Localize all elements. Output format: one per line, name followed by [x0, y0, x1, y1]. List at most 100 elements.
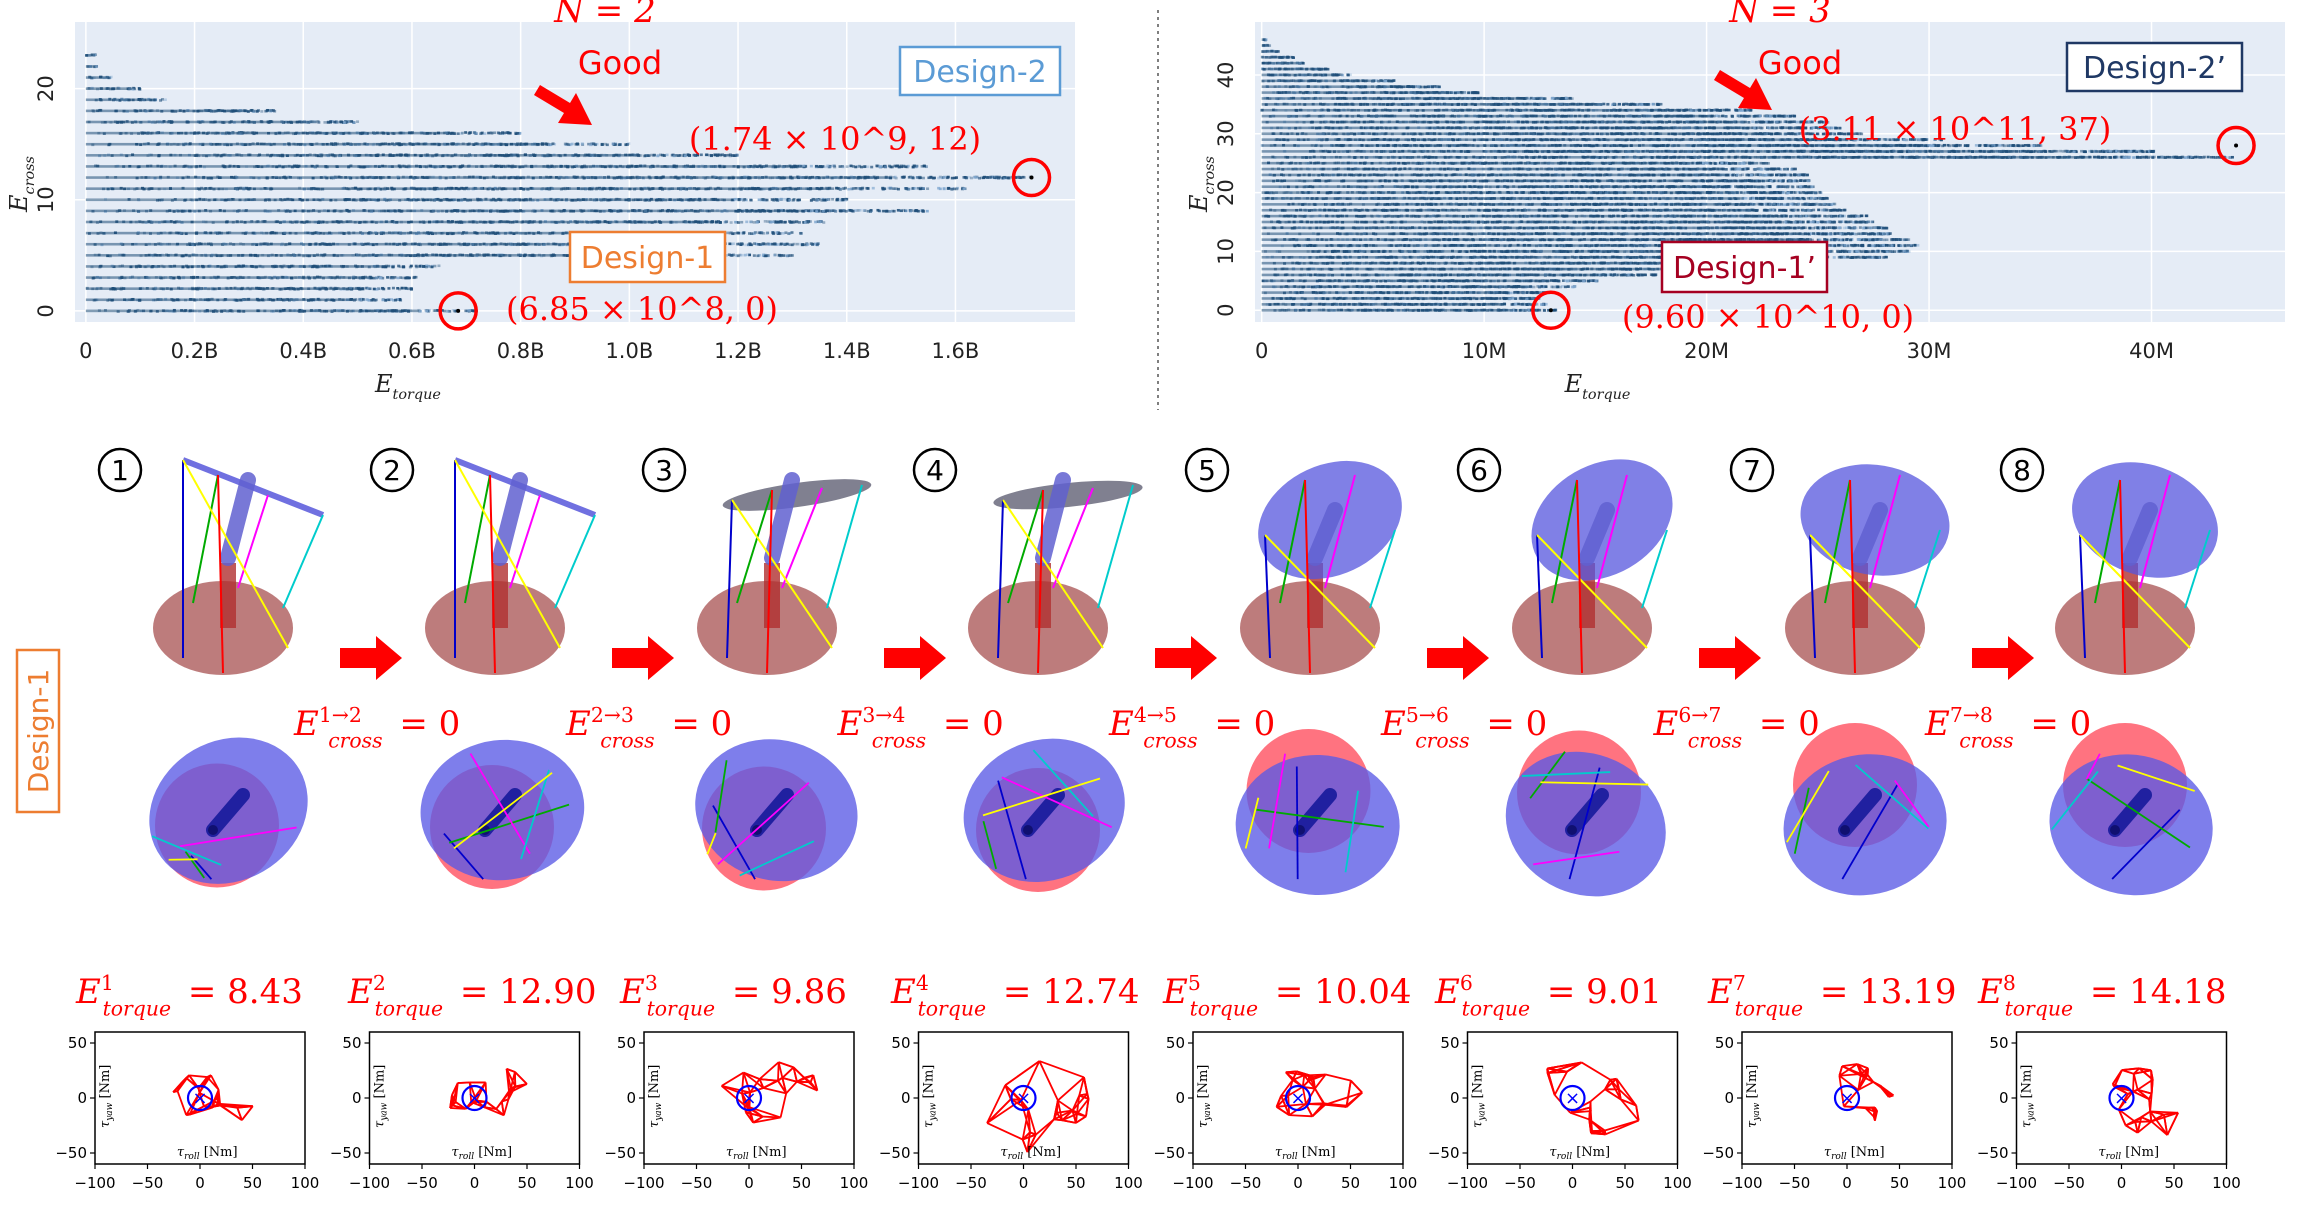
- scatter-point: [854, 209, 858, 212]
- x-tick-label: 1.6B: [932, 339, 980, 363]
- scatter-point: [407, 287, 411, 291]
- scatter-point: [592, 142, 596, 146]
- scatter-point: [724, 220, 728, 224]
- scatter-point: [740, 231, 744, 235]
- scatter-point: [950, 188, 954, 191]
- scatter-point: [755, 242, 759, 246]
- scatter-point: [973, 176, 977, 179]
- scatter-point: [379, 276, 383, 280]
- scatter-point: [742, 231, 746, 234]
- scatter-point: [889, 210, 893, 213]
- scatter-point: [921, 187, 925, 190]
- scatter-point: [788, 198, 792, 202]
- scatter-point: [854, 187, 858, 190]
- scatter-point: [748, 253, 752, 257]
- scatter-point: [808, 220, 812, 223]
- scatter-point: [950, 176, 954, 180]
- scatter-point: [732, 242, 736, 246]
- scatter-point: [827, 209, 831, 212]
- scatter-point: [787, 232, 791, 236]
- scatter-point: [811, 209, 815, 212]
- x-tick-label: 0.4B: [279, 339, 327, 363]
- scatter-point: [375, 287, 379, 291]
- scatter-point: [773, 253, 777, 257]
- scatter-point: [863, 165, 867, 168]
- scatter-point: [737, 242, 741, 246]
- scatter-point: [892, 209, 896, 213]
- scatter-point: [358, 298, 362, 301]
- scatter-point: [1021, 175, 1025, 179]
- scatter-band: [85, 231, 696, 235]
- scatter-point: [357, 297, 361, 301]
- scatter-point: [991, 175, 995, 179]
- scatter-point: [989, 175, 993, 179]
- scatter-point: [825, 209, 829, 213]
- scatter-point: [846, 209, 850, 212]
- scatter-point: [408, 265, 412, 269]
- scatter-point: [775, 198, 779, 201]
- scatter-point: [980, 176, 984, 180]
- scatter-point: [737, 221, 741, 224]
- scatter-band: [85, 220, 715, 224]
- scatter-point: [819, 220, 823, 223]
- scatter-point: [889, 186, 893, 190]
- scatter-point: [611, 142, 615, 146]
- scatter-points: [85, 53, 1033, 313]
- scatter-point: [835, 198, 839, 202]
- scatter-panel-1: 0 0.2B 0.4B 0.6B 0.8B 1.0B 1.2B 1.4B 1.6B01020Et…: [5, 0, 1075, 403]
- scatter-point: [618, 143, 622, 146]
- scatter-point: [818, 220, 822, 224]
- scatter-point: [723, 220, 727, 224]
- scatter-point: [665, 153, 669, 157]
- scatter-point: [842, 187, 846, 190]
- scatter-point: [730, 242, 734, 246]
- y-tick-label: 10: [34, 186, 58, 213]
- scatter-point: [436, 309, 440, 312]
- scatter-point: [902, 164, 906, 168]
- scatter-point: [379, 276, 383, 279]
- scatter-point: [904, 165, 908, 169]
- scatter-point: [912, 164, 916, 168]
- scatter-point: [921, 176, 925, 180]
- scatter-point: [570, 142, 574, 146]
- scatter-point: [412, 276, 416, 280]
- scatter-point: [743, 253, 747, 257]
- scatter-point: [888, 187, 892, 190]
- scatter-point: [760, 198, 764, 202]
- scatter-band: [85, 298, 354, 302]
- scatter-band: [85, 165, 802, 168]
- scatter-point: [372, 276, 376, 280]
- scatter-point: [807, 209, 811, 213]
- scatter-point: [412, 276, 416, 279]
- scatter-point: [818, 165, 822, 168]
- scatter-point: [735, 231, 739, 235]
- scatter-point: [761, 198, 765, 201]
- scatter-point: [1014, 176, 1018, 179]
- scatter-point: [844, 210, 848, 213]
- scatter-point: [795, 220, 799, 223]
- scatter-point: [352, 298, 356, 302]
- scatter-point: [769, 220, 773, 224]
- scatter-point: [822, 198, 826, 202]
- scatter-point: [765, 232, 769, 235]
- scatter-point: [826, 198, 830, 201]
- scatter-point: [674, 154, 678, 157]
- scatter-point: [790, 254, 794, 257]
- scatter-point: [942, 187, 946, 191]
- scatter-point: [398, 298, 402, 302]
- scatter-point: [470, 309, 474, 313]
- scatter-point: [929, 175, 933, 179]
- scatter-point: [719, 221, 723, 224]
- scatter-point: [765, 198, 769, 202]
- scatter-point: [766, 220, 770, 223]
- scatter-point: [837, 187, 841, 190]
- scatter-point: [839, 209, 843, 213]
- scatter-point: [424, 265, 428, 269]
- scatter-point: [792, 220, 796, 224]
- scatter-point: [773, 197, 777, 201]
- scatter-point: [889, 176, 893, 180]
- scatter-point: [1004, 176, 1008, 180]
- scatter-point: [563, 142, 567, 146]
- scatter-point: [916, 186, 920, 190]
- scatter-point: [396, 286, 400, 290]
